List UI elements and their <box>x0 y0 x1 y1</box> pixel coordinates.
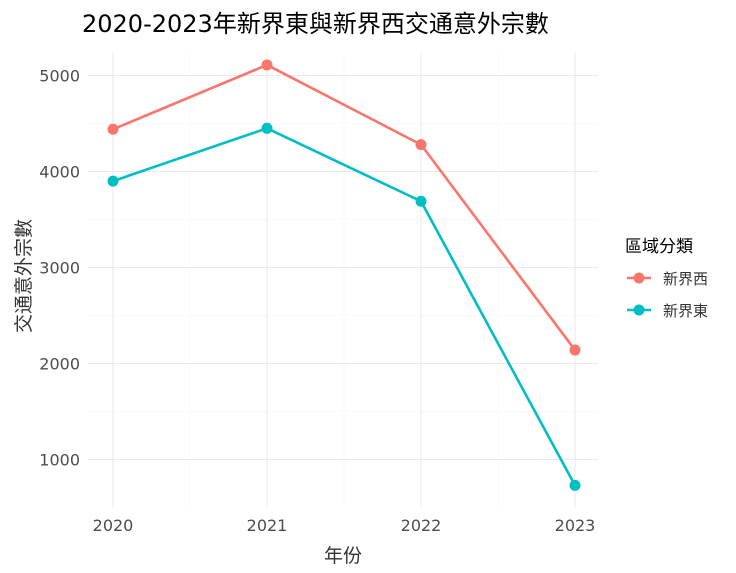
y-tick-labels: 1000 2000 3000 4000 5000 <box>39 67 80 470</box>
x-tick-label: 2020 <box>93 516 134 535</box>
data-point <box>261 59 273 71</box>
y-tick-label: 4000 <box>39 163 80 182</box>
x-axis-title: 年份 <box>324 545 362 567</box>
legend-label: 新界東 <box>663 302 708 320</box>
data-point <box>261 122 273 134</box>
x-tick-label: 2023 <box>555 516 596 535</box>
legend-key-point <box>633 304 645 316</box>
legend-title: 區域分類 <box>625 237 693 257</box>
data-point <box>107 175 119 187</box>
legend-label: 新界西 <box>663 270 708 288</box>
y-tick-label: 2000 <box>39 355 80 374</box>
series-line <box>112 127 577 487</box>
chart-title: 2020-2023年新界東與新界西交通意外宗數 <box>82 10 549 38</box>
y-tick-label: 5000 <box>39 67 80 86</box>
data-point <box>415 195 427 207</box>
data-point <box>569 344 581 356</box>
x-tick-label: 2022 <box>401 516 442 535</box>
y-tick-label: 1000 <box>39 451 80 470</box>
y-axis-title: 交通意外宗數 <box>13 219 35 333</box>
data-point <box>415 139 427 151</box>
y-tick-label: 3000 <box>39 259 80 278</box>
data-point <box>107 123 119 135</box>
series-line <box>112 63 577 351</box>
x-tick-label: 2021 <box>247 516 288 535</box>
series-layer <box>107 59 581 491</box>
data-point <box>569 479 581 491</box>
legend-key-point <box>633 272 645 284</box>
x-tick-labels: 2020 2021 2022 2023 <box>93 516 596 535</box>
